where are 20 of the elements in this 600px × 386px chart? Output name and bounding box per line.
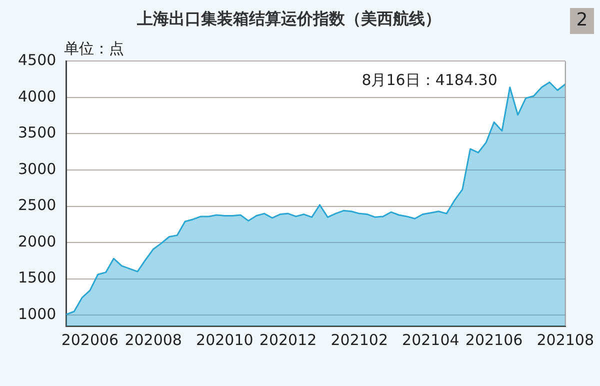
x-tick-label: 202102 xyxy=(330,330,388,349)
y-tick-label: 3000 xyxy=(18,160,56,178)
annotation: 8月16日：4184.30 xyxy=(362,71,498,90)
y-tick-label: 2500 xyxy=(18,196,56,214)
x-tick-label: 202006 xyxy=(61,330,119,349)
y-tick-label: 4000 xyxy=(18,87,56,106)
y-tick-label: 1000 xyxy=(18,305,56,324)
x-tick-label: 202010 xyxy=(196,330,254,349)
y-tick-label: 3500 xyxy=(18,124,56,142)
x-tick-label: 202108 xyxy=(536,330,594,349)
y-tick-label: 1500 xyxy=(18,268,56,287)
y-tick-label: 2000 xyxy=(18,232,56,250)
text: 2 xyxy=(576,10,588,31)
x-tick-label: 202012 xyxy=(259,330,317,349)
x-tick-label: 202104 xyxy=(402,330,460,349)
x-tick-label: 202106 xyxy=(465,330,523,349)
x-tick-label: 202008 xyxy=(124,330,182,349)
chart-title: 上海出口集装箱结算运价指数（美西航线） xyxy=(136,8,441,28)
y-axis-title: 单位：点 xyxy=(64,40,124,58)
y-tick-label: 4500 xyxy=(18,51,56,70)
